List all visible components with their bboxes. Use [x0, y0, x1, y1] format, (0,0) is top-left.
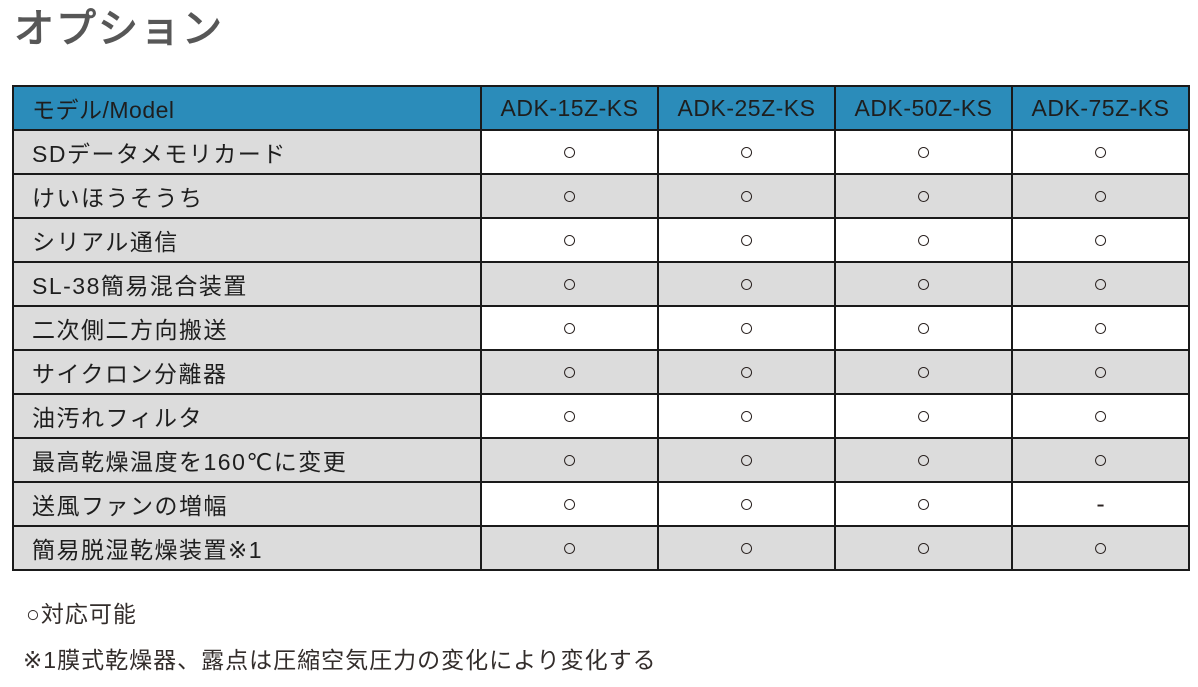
- option-row-label: 簡易脱湿乾燥装置※1: [12, 525, 482, 571]
- option-cell: ○: [480, 305, 659, 351]
- option-cell: ○: [657, 217, 836, 263]
- option-row-label: 二次側二方向搬送: [12, 305, 482, 351]
- option-cell: ○: [657, 349, 836, 395]
- option-cell: ○: [657, 305, 836, 351]
- option-cell: ○: [1011, 437, 1190, 483]
- option-cell: ○: [657, 173, 836, 219]
- option-cell: ○: [1011, 349, 1190, 395]
- option-cell: ○: [834, 437, 1013, 483]
- option-row-label: 油汚れフィルタ: [12, 393, 482, 439]
- option-cell: ○: [834, 217, 1013, 263]
- option-row: SL-38簡易混合装置 ○ ○ ○ ○: [12, 261, 1190, 307]
- column-header-adk-50z-ks: ADK-50Z-KS: [834, 85, 1013, 131]
- option-row-label: 最高乾燥温度を160℃に変更: [12, 437, 482, 483]
- option-cell: ○: [834, 525, 1013, 571]
- option-cell: ○: [480, 261, 659, 307]
- column-header-adk-75z-ks: ADK-75Z-KS: [1011, 85, 1190, 131]
- page-title: オプション: [14, 7, 224, 51]
- option-cell: ○: [834, 481, 1013, 527]
- option-row: サイクロン分離器 ○ ○ ○ ○: [12, 349, 1190, 395]
- option-row-label: シリアル通信: [12, 217, 482, 263]
- option-row-label: SDデータメモリカード: [12, 129, 482, 175]
- footnote-note: ※1膜式乾燥器、露点は圧縮空気圧力の変化により変化する: [23, 647, 657, 673]
- model-column-header: モデル/Model: [12, 85, 482, 131]
- footnote-legend: ○対応可能: [26, 601, 137, 627]
- option-cell: ○: [480, 217, 659, 263]
- option-row: 最高乾燥温度を160℃に変更 ○ ○ ○ ○: [12, 437, 1190, 483]
- option-row: 簡易脱湿乾燥装置※1 ○ ○ ○ ○: [12, 525, 1190, 571]
- option-row: けいほうそうち ○ ○ ○ ○: [12, 173, 1190, 219]
- option-cell: ○: [480, 393, 659, 439]
- option-row: SDデータメモリカード ○ ○ ○ ○: [12, 129, 1190, 175]
- option-cell: ○: [657, 525, 836, 571]
- option-cell: ○: [834, 393, 1013, 439]
- column-header-adk-15z-ks: ADK-15Z-KS: [480, 85, 659, 131]
- table-header-row: モデル/Model ADK-15Z-KS ADK-25Z-KS ADK-50Z-…: [12, 85, 1190, 131]
- option-row-label: 送風ファンの増幅: [12, 481, 482, 527]
- options-table: モデル/Model ADK-15Z-KS ADK-25Z-KS ADK-50Z-…: [12, 85, 1190, 571]
- option-cell: ○: [1011, 525, 1190, 571]
- option-cell: ○: [834, 129, 1013, 175]
- option-cell: ○: [834, 261, 1013, 307]
- option-cell: ○: [480, 349, 659, 395]
- option-cell: ○: [480, 525, 659, 571]
- column-header-adk-25z-ks: ADK-25Z-KS: [657, 85, 836, 131]
- option-cell: ○: [834, 173, 1013, 219]
- option-row: 油汚れフィルタ ○ ○ ○ ○: [12, 393, 1190, 439]
- option-row-label: サイクロン分離器: [12, 349, 482, 395]
- option-cell: ○: [834, 349, 1013, 395]
- option-row: シリアル通信 ○ ○ ○ ○: [12, 217, 1190, 263]
- option-cell: ○: [1011, 261, 1190, 307]
- option-cell: ○: [480, 129, 659, 175]
- option-cell: ○: [1011, 305, 1190, 351]
- option-row-label: けいほうそうち: [12, 173, 482, 219]
- option-cell: ○: [1011, 173, 1190, 219]
- option-cell: ○: [1011, 393, 1190, 439]
- option-cell: ○: [657, 129, 836, 175]
- option-row-label: SL-38簡易混合装置: [12, 261, 482, 307]
- option-cell: ○: [480, 437, 659, 483]
- option-cell: ○: [834, 305, 1013, 351]
- option-row: 二次側二方向搬送 ○ ○ ○ ○: [12, 305, 1190, 351]
- option-cell: -: [1011, 481, 1190, 527]
- option-cell: ○: [657, 261, 836, 307]
- option-cell: ○: [1011, 217, 1190, 263]
- option-row: 送風ファンの増幅 ○ ○ ○ -: [12, 481, 1190, 527]
- option-cell: ○: [480, 173, 659, 219]
- option-cell: ○: [480, 481, 659, 527]
- option-cell: ○: [657, 437, 836, 483]
- option-cell: ○: [657, 393, 836, 439]
- option-cell: ○: [1011, 129, 1190, 175]
- option-cell: ○: [657, 481, 836, 527]
